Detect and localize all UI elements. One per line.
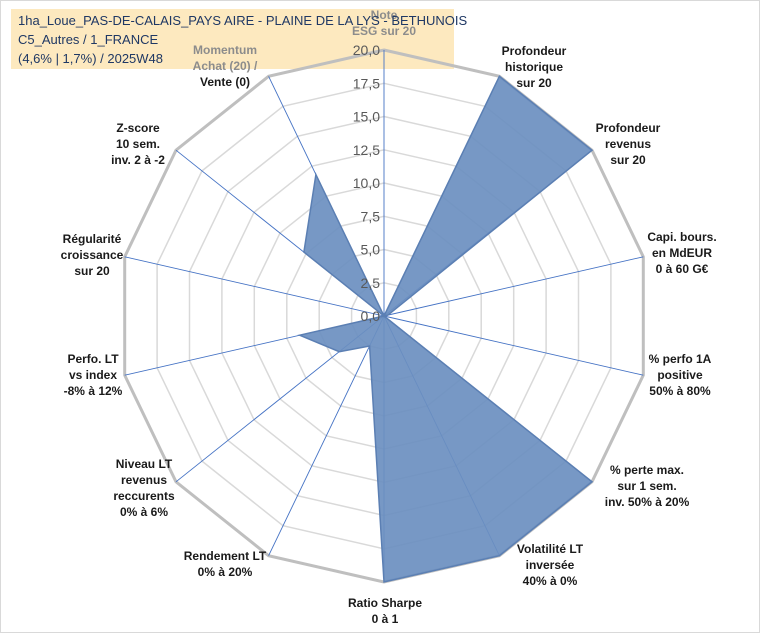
category-label: Rendement LT 0% à 20% [184, 549, 267, 579]
category-label: Volatilité LT inversée 40% à 0% [517, 542, 584, 588]
tick-label: 2,5 [361, 275, 381, 291]
chart-title-line-3: (4,6% | 1,7%) / 2025W48 [18, 51, 164, 66]
spoke-line [268, 315, 385, 556]
category-label-line: Volatilité LT [517, 542, 584, 556]
spoke-line [383, 256, 644, 317]
category-label: Profondeur historique sur 20 [502, 44, 567, 90]
tick-labels: 0,0 2,5 5,0 7,5 10,0 12,5 15,0 17,5 20,0 [353, 42, 380, 324]
category-label-line: ESG sur 20 [352, 24, 416, 38]
category-label-line: Ratio Sharpe [348, 596, 422, 610]
category-label-line: Capi. bours. [647, 230, 716, 244]
category-label-line: 50% à 80% [649, 384, 711, 398]
category-label-line: positive [657, 368, 703, 382]
category-label-line: revenus [605, 137, 651, 151]
category-label-line: Profondeur [596, 121, 661, 135]
tick-label: 0,0 [361, 308, 381, 324]
chart-title-line-1: 1ha_Loue_PAS-DE-CALAIS_PAYS AIRE - PLAIN… [18, 13, 468, 28]
tick-label: 20,0 [353, 42, 380, 58]
category-label-line: revenus [121, 473, 167, 487]
category-label-line: sur 20 [610, 153, 646, 167]
category-label-line: % perte max. [610, 463, 684, 477]
category-label-line: -8% à 12% [64, 384, 123, 398]
series-area [297, 75, 594, 583]
spoke-line [383, 315, 644, 376]
category-label: Régularité croissance sur 20 [61, 232, 124, 278]
category-label: Ratio Sharpe 0 à 1 [348, 596, 422, 626]
category-label-line: en MdEUR [652, 246, 712, 260]
category-label: % perfo 1A positive 50% à 80% [649, 352, 712, 398]
category-label: Z-score 10 sem. inv. 2 à -2 [111, 121, 165, 167]
category-label-line: inv. 50% à 20% [605, 495, 690, 509]
category-label-line: Rendement LT [184, 549, 267, 563]
tick-label: 7,5 [361, 208, 381, 224]
tick-label: 15,0 [353, 109, 380, 125]
tick-label: 12,5 [353, 142, 380, 158]
tick-label: 10,0 [353, 175, 380, 191]
category-label: Perfo. LT vs index -8% à 12% [64, 352, 123, 398]
category-label-line: croissance [61, 248, 124, 262]
category-label-line: 10 sem. [116, 137, 160, 151]
category-label-line: reccurents [113, 489, 175, 503]
tick-label: 17,5 [353, 75, 380, 91]
category-label-line: historique [505, 60, 563, 74]
tick-label: 5,0 [361, 242, 381, 258]
category-label-line: Profondeur [502, 44, 567, 58]
category-label-line: Z-score [116, 121, 160, 135]
category-label-line: vs index [69, 368, 117, 382]
category-labels: Note ESG sur 20 Profondeur historique sur 20… [61, 8, 717, 626]
category-label-line: Momentum [193, 43, 257, 57]
category-label: Capi. bours. en MdEUR 0 à 60 G€ [647, 230, 716, 276]
category-label-line: Perfo. LT [67, 352, 119, 366]
spoke-line [124, 256, 385, 317]
category-label-line: inv. 2 à -2 [111, 153, 165, 167]
chart-title-line-2: C5_Autres / 1_FRANCE [18, 32, 159, 47]
category-label: % perte max. sur 1 sem. inv. 50% à 20% [605, 463, 690, 509]
category-label-line: inversée [526, 558, 575, 572]
category-label-line: 0% à 6% [120, 505, 168, 519]
category-label: Niveau LT revenus reccurents 0% à 6% [113, 457, 175, 519]
category-label-line: Niveau LT [116, 457, 173, 471]
category-label-line: Note [371, 8, 398, 22]
category-label: Profondeur revenus sur 20 [596, 121, 661, 167]
chart-title-box [11, 9, 454, 69]
category-label-line: % perfo 1A [649, 352, 712, 366]
category-label-line: Régularité [63, 232, 122, 246]
category-label: Momentum Achat (20) / Vente (0) [193, 43, 258, 89]
category-label-line: Achat (20) / [193, 59, 258, 73]
category-label-line: 40% à 0% [523, 574, 578, 588]
category-label-line: Vente (0) [200, 75, 250, 89]
category-label-line: 0 à 60 G€ [656, 262, 709, 276]
category-label-line: sur 1 sem. [617, 479, 676, 493]
category-label: Note ESG sur 20 [352, 8, 416, 38]
category-label-line: sur 20 [516, 76, 552, 90]
category-label-line: 0% à 20% [198, 565, 253, 579]
category-label-line: sur 20 [74, 264, 110, 278]
category-label-line: 0 à 1 [372, 612, 399, 626]
